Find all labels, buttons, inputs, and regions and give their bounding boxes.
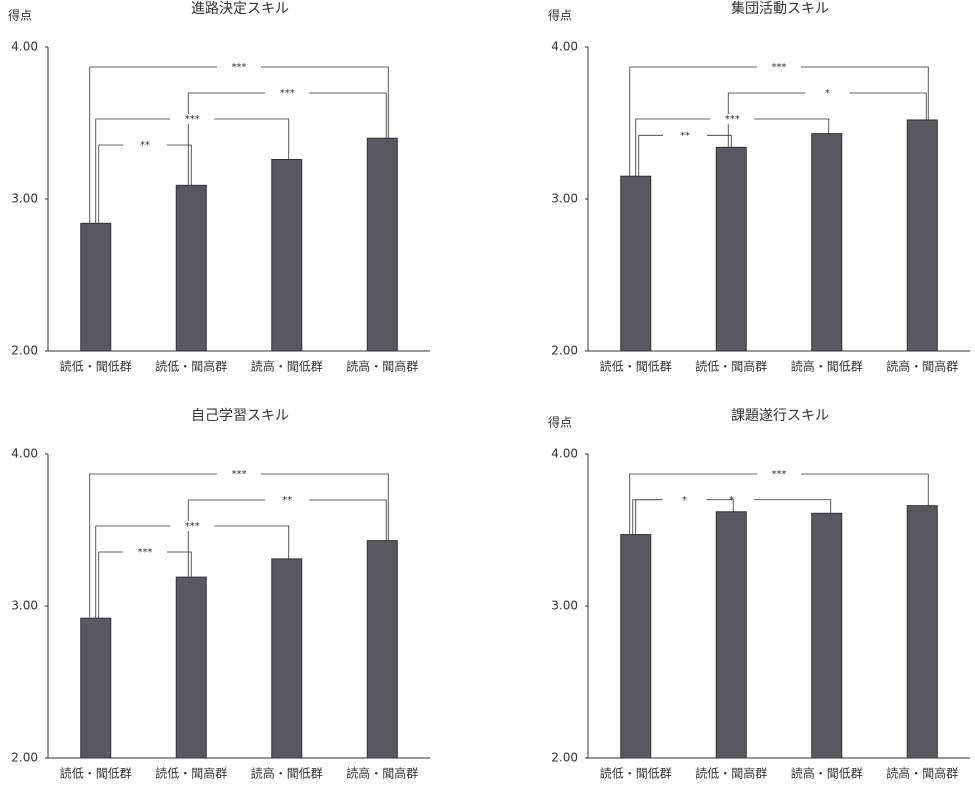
label-bg	[170, 114, 215, 124]
significance-label: ***	[280, 88, 295, 99]
x-tick-label: 読高・聞低群	[791, 359, 863, 374]
y-tick-label: 2.00	[11, 344, 38, 358]
y-tick-label: 4.00	[551, 40, 578, 54]
x-tick-label: 読低・聞高群	[695, 359, 767, 374]
bar	[80, 617, 112, 759]
significance-label: ***	[725, 114, 740, 125]
significance-bracket	[89, 473, 389, 619]
bar	[906, 119, 938, 352]
bar	[811, 133, 843, 352]
significance-label: ***	[185, 521, 200, 532]
bar	[620, 175, 652, 352]
significance-label: ***	[185, 114, 200, 125]
significance-bracket	[629, 66, 929, 177]
label-bg	[805, 88, 850, 98]
x-tick-label: 読高・聞高群	[886, 766, 958, 781]
x-tick-label: 読低・聞低群	[60, 359, 132, 374]
y-tick-label: 4.00	[11, 447, 38, 461]
y-axis-label: 得点	[548, 415, 572, 430]
y-axis-label: 得点	[548, 8, 572, 23]
significance-label: ***	[138, 547, 153, 558]
y-tick-label: 4.00	[11, 40, 38, 54]
y-tick-label: 3.00	[11, 599, 38, 613]
label-bg	[123, 547, 167, 557]
significance-label: *	[825, 88, 830, 99]
bar	[620, 534, 652, 759]
significance-label: **	[140, 140, 150, 151]
significance-label: ***	[772, 469, 787, 480]
x-tick-label: 読高・聞低群	[791, 766, 863, 781]
y-tick-label: 2.00	[551, 344, 578, 358]
x-tick-label: 読低・聞高群	[155, 766, 227, 781]
label-bg	[123, 140, 167, 150]
significance-label: *	[682, 495, 687, 506]
significance-label: ***	[232, 62, 247, 73]
bar	[811, 512, 843, 759]
y-tick-label: 2.00	[11, 751, 38, 765]
bar	[271, 158, 303, 352]
x-tick-label: 読低・聞高群	[155, 359, 227, 374]
x-tick-label: 読低・聞低群	[600, 766, 672, 781]
x-tick-label: 読高・聞高群	[346, 359, 418, 374]
label-bg	[710, 114, 755, 124]
y-tick-label: 2.00	[551, 751, 578, 765]
x-tick-label: 読高・聞高群	[886, 359, 958, 374]
x-tick-label: 読低・聞低群	[600, 359, 672, 374]
bar	[175, 184, 207, 352]
chart-title: 自己学習スキル	[191, 408, 289, 424]
x-tick-label: 読低・聞低群	[60, 766, 132, 781]
significance-label: **	[282, 495, 292, 506]
label-bg	[265, 88, 310, 98]
bar	[906, 505, 938, 759]
y-tick-label: 3.00	[11, 192, 38, 206]
bar	[271, 558, 303, 759]
label-bg	[265, 495, 310, 505]
bar	[715, 146, 747, 352]
y-tick-label: 3.00	[551, 599, 578, 613]
x-tick-label: 読高・聞低群	[251, 359, 323, 374]
chart-title: 課題遂行スキル	[731, 408, 829, 424]
y-tick-label: 3.00	[551, 192, 578, 206]
chart-title: 進路決定スキル	[191, 1, 289, 17]
y-tick-label: 4.00	[551, 447, 578, 461]
bar	[80, 222, 112, 352]
bar	[175, 576, 207, 759]
label-bg	[757, 62, 801, 72]
x-tick-label: 読高・聞高群	[346, 766, 418, 781]
significance-label: *	[729, 495, 734, 506]
label-bg	[662, 494, 707, 505]
label-bg	[217, 62, 261, 72]
bar	[366, 540, 398, 759]
bar	[715, 511, 747, 759]
significance-label: ***	[772, 62, 787, 73]
significance-label: ***	[232, 469, 247, 480]
significance-label: **	[680, 130, 690, 141]
label-bg	[217, 469, 261, 479]
label-bg	[170, 521, 215, 531]
x-tick-label: 読低・聞高群	[695, 766, 767, 781]
label-bg	[757, 469, 801, 479]
chart-title: 集団活動スキル	[731, 0, 829, 17]
bar	[366, 137, 398, 352]
x-tick-label: 読高・聞低群	[251, 766, 323, 781]
label-bg	[663, 130, 707, 141]
y-axis-label: 得点	[8, 8, 32, 23]
